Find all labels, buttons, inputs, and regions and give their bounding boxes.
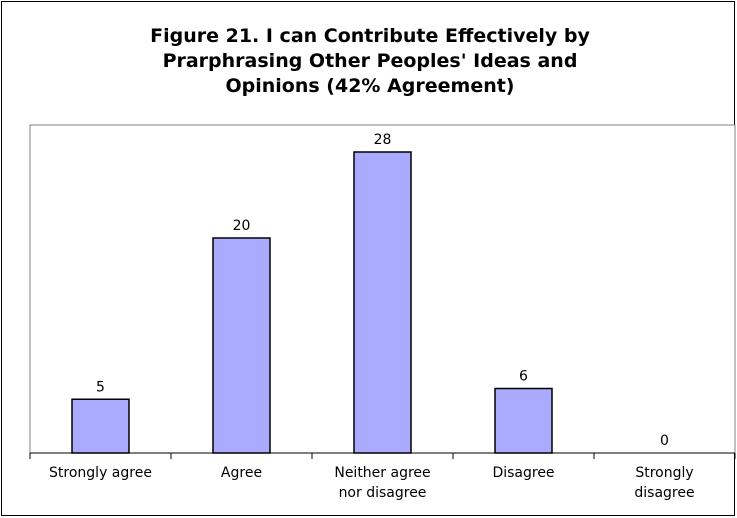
x-tick-label-2-1: nor disagree [339,485,427,501]
bar-1 [212,237,271,454]
value-labels: 5 20 28 6 0 [96,132,669,449]
bar-2 [353,151,412,454]
x-tick-label-2-0: Neither agree [334,465,430,481]
data-label-3: 6 [519,369,528,385]
x-tick-label-0-0: Strongly agree [49,465,152,481]
x-tick-label-3-0: Disagree [492,465,554,481]
chart-title: Figure 21. I can Contribute Effectively … [60,24,680,99]
data-label-1: 20 [233,218,251,234]
bar-3 [494,387,553,454]
x-axis: Strongly agree Agree Neither agree nor disa… [29,452,736,501]
data-label-0: 5 [96,379,105,395]
x-tick-label-4-1: disagree [634,485,694,501]
data-label-2: 28 [374,132,392,148]
chart-title-line-2: Prarphrasing Other Peoples' Ideas and [162,50,578,72]
chart-title-line-3: Opinions (42% Agreement) [225,75,515,97]
data-label-4: 0 [660,433,669,449]
chart-title-line-1: Figure 21. I can Contribute Effectively … [150,25,590,47]
x-tick-label-4-0: Strongly [635,465,693,481]
bars [71,151,553,454]
bar-0 [71,398,130,454]
x-tick-label-1-0: Agree [221,465,262,481]
